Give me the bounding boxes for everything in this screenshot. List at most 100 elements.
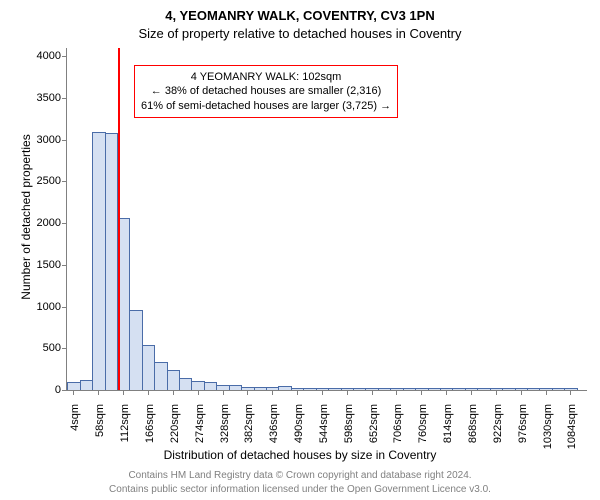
xtick-label: 544sqm bbox=[318, 404, 330, 454]
histogram-bar bbox=[142, 345, 155, 390]
histogram-bar bbox=[92, 132, 105, 390]
xtick-label: 922sqm bbox=[492, 404, 504, 454]
xtick-mark bbox=[347, 390, 348, 395]
xtick-label: 490sqm bbox=[293, 404, 305, 454]
xtick-mark bbox=[148, 390, 149, 395]
xtick-label: 4sqm bbox=[69, 404, 81, 454]
xtick-label: 436sqm bbox=[268, 404, 280, 454]
histogram-bar bbox=[266, 387, 279, 390]
histogram-bar bbox=[80, 380, 93, 390]
ytick-mark bbox=[62, 390, 67, 391]
histogram-bar bbox=[316, 388, 329, 390]
ytick-mark bbox=[62, 140, 67, 141]
ytick-mark bbox=[62, 223, 67, 224]
ytick-mark bbox=[62, 265, 67, 266]
xtick-label: 328sqm bbox=[219, 404, 231, 454]
xtick-label: 274sqm bbox=[194, 404, 206, 454]
histogram-bar bbox=[67, 382, 80, 391]
ytick-label: 3000 bbox=[27, 134, 61, 146]
xtick-label: 760sqm bbox=[417, 404, 429, 454]
xtick-mark bbox=[446, 390, 447, 395]
histogram-bar bbox=[502, 388, 515, 390]
histogram-bar bbox=[515, 388, 528, 390]
histogram-bar bbox=[403, 388, 416, 390]
property-marker-line bbox=[118, 48, 120, 390]
xtick-label: 706sqm bbox=[392, 404, 404, 454]
annotation-line-2: ← 38% of detached houses are smaller (2,… bbox=[141, 84, 391, 98]
xtick-label: 382sqm bbox=[243, 404, 255, 454]
histogram-bar bbox=[179, 378, 192, 390]
ytick-label: 3500 bbox=[27, 92, 61, 104]
histogram-bar bbox=[490, 388, 503, 390]
xtick-label: 112sqm bbox=[119, 404, 131, 454]
histogram-bar bbox=[353, 388, 366, 390]
histogram-bar bbox=[378, 388, 391, 390]
ytick-label: 0 bbox=[27, 384, 61, 396]
xtick-mark bbox=[73, 390, 74, 395]
xtick-mark bbox=[546, 390, 547, 395]
histogram-bar bbox=[477, 388, 490, 390]
histogram-bar bbox=[539, 388, 552, 390]
title-sub: Size of property relative to detached ho… bbox=[0, 26, 600, 41]
histogram-bar bbox=[129, 310, 142, 390]
histogram-bar bbox=[390, 388, 403, 390]
xtick-mark bbox=[123, 390, 124, 395]
ytick-mark bbox=[62, 98, 67, 99]
ytick-label: 500 bbox=[27, 342, 61, 354]
xtick-mark bbox=[223, 390, 224, 395]
annotation-line-1: 4 YEOMANRY WALK: 102sqm bbox=[141, 70, 391, 84]
xtick-label: 58sqm bbox=[94, 404, 106, 454]
histogram-bar bbox=[303, 388, 316, 390]
histogram-bar bbox=[216, 385, 229, 390]
xtick-mark bbox=[421, 390, 422, 395]
xtick-label: 220sqm bbox=[169, 404, 181, 454]
ytick-label: 2000 bbox=[27, 217, 61, 229]
xtick-mark bbox=[297, 390, 298, 395]
xtick-label: 166sqm bbox=[144, 404, 156, 454]
x-axis-label: Distribution of detached houses by size … bbox=[0, 448, 600, 462]
histogram-bar bbox=[167, 370, 180, 390]
histogram-bar bbox=[440, 388, 453, 390]
xtick-mark bbox=[98, 390, 99, 395]
histogram-bar bbox=[241, 387, 254, 391]
histogram-bar bbox=[452, 388, 465, 390]
xtick-mark bbox=[247, 390, 248, 395]
ytick-label: 4000 bbox=[27, 50, 61, 62]
ytick-label: 1500 bbox=[27, 259, 61, 271]
xtick-mark bbox=[570, 390, 571, 395]
ytick-label: 1000 bbox=[27, 301, 61, 313]
xtick-mark bbox=[272, 390, 273, 395]
xtick-label: 814sqm bbox=[442, 404, 454, 454]
histogram-bar bbox=[291, 388, 304, 390]
xtick-mark bbox=[396, 390, 397, 395]
xtick-mark bbox=[471, 390, 472, 395]
xtick-label: 1030sqm bbox=[542, 404, 554, 454]
ytick-mark bbox=[62, 348, 67, 349]
histogram-bar bbox=[415, 388, 428, 390]
source-line-2: Contains public sector information licen… bbox=[0, 484, 600, 495]
xtick-label: 868sqm bbox=[467, 404, 479, 454]
xtick-mark bbox=[372, 390, 373, 395]
title-main: 4, YEOMANRY WALK, COVENTRY, CV3 1PN bbox=[0, 8, 600, 23]
annotation-box: 4 YEOMANRY WALK: 102sqm ← 38% of detache… bbox=[134, 65, 398, 118]
xtick-mark bbox=[521, 390, 522, 395]
histogram-bar bbox=[465, 388, 478, 390]
ytick-label: 2500 bbox=[27, 175, 61, 187]
histogram-bar bbox=[229, 385, 242, 390]
xtick-label: 652sqm bbox=[368, 404, 380, 454]
histogram-bar bbox=[428, 388, 441, 390]
ytick-mark bbox=[62, 56, 67, 57]
xtick-mark bbox=[496, 390, 497, 395]
histogram-bar bbox=[341, 388, 354, 390]
xtick-mark bbox=[322, 390, 323, 395]
xtick-mark bbox=[198, 390, 199, 395]
xtick-label: 598sqm bbox=[343, 404, 355, 454]
xtick-label: 1084sqm bbox=[566, 404, 578, 454]
xtick-label: 976sqm bbox=[517, 404, 529, 454]
histogram-bar bbox=[552, 388, 565, 390]
histogram-bar bbox=[278, 386, 291, 390]
histogram-bar bbox=[204, 382, 217, 390]
histogram-bar bbox=[191, 381, 204, 390]
histogram-bar bbox=[527, 388, 540, 390]
histogram-bar bbox=[105, 133, 118, 390]
